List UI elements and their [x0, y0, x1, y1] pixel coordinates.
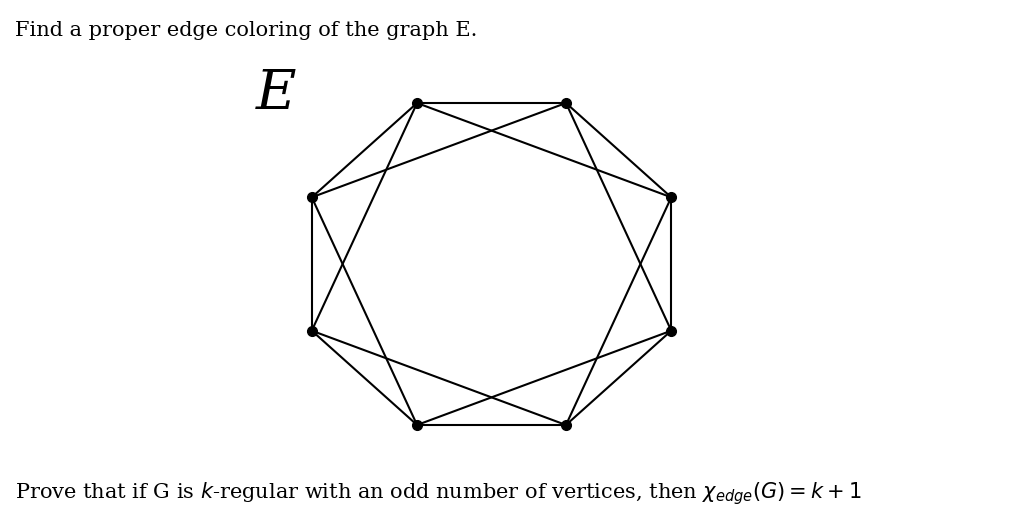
- Text: E: E: [256, 68, 297, 122]
- Text: Find a proper edge coloring of the graph E.: Find a proper edge coloring of the graph…: [15, 21, 478, 40]
- Text: Prove that if G is $k$-regular with an odd number of vertices, then $\chi_{\math: Prove that if G is $k$-regular with an o…: [15, 480, 862, 507]
